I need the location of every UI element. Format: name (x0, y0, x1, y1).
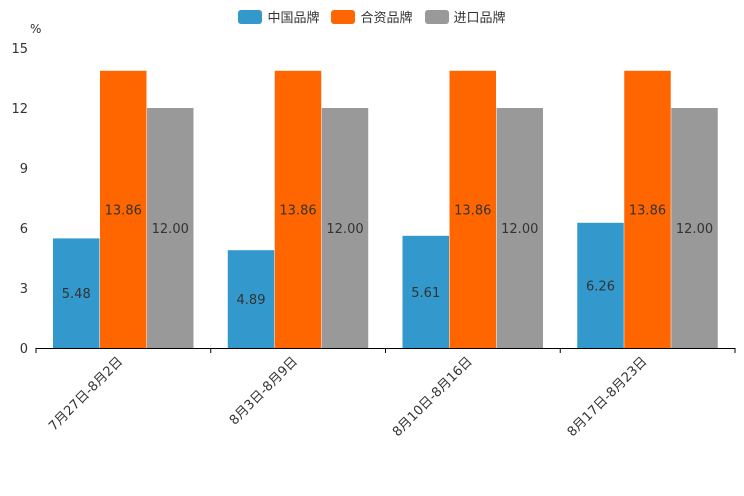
bar-series: 5.48 4.89 5.61 6.26 13.86 13.86 13.86 13.86 12.0… (53, 70, 718, 349)
x-tick-label: 7月27日-8月2日 (46, 354, 126, 434)
bar[interactable] (227, 250, 275, 348)
bar-value-label: 13.86 (629, 203, 666, 218)
bar[interactable] (624, 70, 671, 349)
x-axis: 7月27日-8月2日 8月3日-8月9日 8月10日-8月16日 8月17日-8月23… (35, 348, 736, 440)
x-tick-label: 8月17日-8月23日 (565, 354, 651, 440)
bar-value-label: 13.86 (279, 203, 316, 218)
y-axis-ticks: 0 3 6 9 12 15 (11, 42, 28, 357)
bar[interactable] (147, 108, 194, 348)
legend-label-imported: 进口品牌 (453, 11, 506, 26)
y-tick-label: 6 (20, 222, 28, 237)
bar[interactable] (496, 108, 544, 348)
legend-item-joint-venture[interactable]: 合资品牌 (331, 7, 413, 26)
chart-legend: 中国品牌 合资品牌 进口品牌 (0, 7, 744, 26)
legend-swatch-domestic (238, 9, 263, 24)
bar[interactable] (449, 70, 497, 349)
bar[interactable] (100, 70, 147, 349)
legend-item-domestic[interactable]: 中国品牌 (238, 7, 319, 26)
bar[interactable] (53, 238, 100, 348)
bar-value-label: 4.89 (237, 293, 266, 308)
bar[interactable] (671, 108, 718, 348)
bar-value-label: 13.86 (454, 203, 491, 218)
x-tick-label: 8月3日-8月9日 (227, 354, 301, 428)
x-tick-label: 8月10日-8月16日 (390, 354, 476, 440)
bar-value-label: 5.48 (62, 287, 91, 302)
legend-label-domestic: 中国品牌 (267, 11, 320, 26)
legend-swatch-imported (424, 9, 449, 24)
y-tick-label: 15 (11, 42, 28, 57)
legend-label-joint-venture: 合资品牌 (360, 11, 413, 26)
bar[interactable] (402, 235, 450, 348)
legend-swatch-joint-venture (331, 9, 356, 24)
bar-value-label: 12.00 (501, 222, 538, 237)
bar-value-label: 12.00 (676, 222, 713, 237)
legend-item-imported[interactable]: 进口品牌 (424, 7, 506, 26)
y-tick-label: 12 (11, 102, 28, 117)
bar[interactable] (321, 108, 369, 348)
y-tick-label: 3 (20, 282, 28, 297)
bar-value-label: 12.00 (152, 222, 189, 237)
y-axis-unit: % (30, 22, 41, 36)
y-tick-label: 9 (20, 162, 28, 177)
bar-value-label: 12.00 (326, 222, 363, 237)
bar-value-label: 13.86 (105, 203, 142, 218)
bar[interactable] (274, 70, 322, 349)
y-tick-label: 0 (20, 342, 28, 357)
bar-value-label: 5.61 (411, 286, 440, 301)
bar[interactable] (577, 222, 624, 348)
bar-value-label: 6.26 (586, 279, 615, 294)
